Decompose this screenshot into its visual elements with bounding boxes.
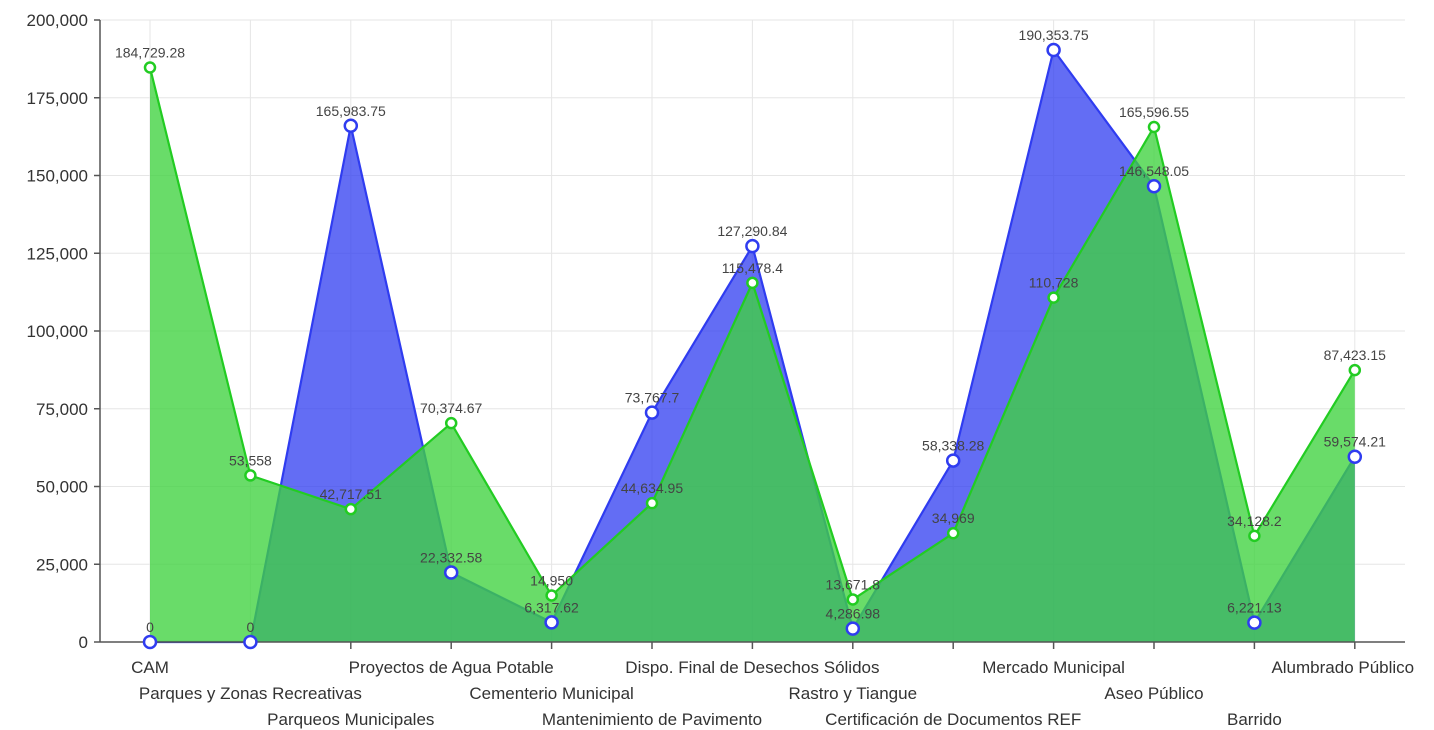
y-tick-label: 200,000	[27, 11, 88, 30]
x-tick-label: Dispo. Final de Desechos Sólidos	[625, 658, 879, 677]
data-label: 34,128.2	[1227, 513, 1282, 529]
data-label: 59,574.21	[1324, 434, 1386, 450]
x-tick-label: Proyectos de Agua Potable	[349, 658, 554, 677]
x-tick-label: Alumbrado Público	[1271, 658, 1414, 677]
x-tick-label: Mantenimiento de Pavimento	[542, 710, 762, 729]
data-label: 0	[146, 619, 154, 635]
data-point	[644, 405, 660, 420]
x-tick-label: Aseo Público	[1104, 684, 1203, 703]
axes: 0 25,000 50,000 75,000 100,000 125,000 150,000…	[27, 11, 1415, 729]
data-point	[945, 453, 961, 468]
data-label: 184,729.28	[115, 44, 185, 60]
data-label: 165,983.75	[316, 103, 386, 119]
data-point	[1347, 449, 1363, 464]
data-label: 146,548.05	[1119, 163, 1189, 179]
x-tick-label: Parqueos Municipales	[267, 710, 434, 729]
series-area	[150, 67, 1355, 642]
y-tick-label: 25,000	[36, 555, 88, 574]
data-point	[845, 621, 861, 636]
data-label: 4,286.98	[826, 606, 881, 622]
data-label: 127,290.84	[717, 223, 787, 239]
x-tick-label: Parques y Zonas Recreativas	[139, 684, 362, 703]
data-label: 53,558	[229, 452, 272, 468]
data-label: 70,374.67	[420, 400, 482, 416]
data-points	[142, 42, 1363, 650]
x-tick-label: Barrido	[1227, 710, 1282, 729]
x-tick-label: Mercado Municipal	[982, 658, 1125, 677]
data-point	[1146, 178, 1162, 194]
data-point	[444, 416, 458, 430]
data-point	[1047, 291, 1060, 304]
data-point	[1247, 615, 1262, 630]
data-point	[142, 634, 158, 650]
x-tick-label: Rastro y Tiangue	[789, 684, 918, 703]
y-tick-label: 150,000	[27, 167, 88, 186]
data-labels: 0 0 165,983.75 22,332.58 6,317.62 73,767.7 127…	[115, 27, 1386, 635]
data-point	[1248, 529, 1261, 543]
data-point	[1147, 120, 1161, 134]
data-point	[544, 615, 559, 630]
x-tick-label: CAM	[131, 658, 169, 677]
data-label: 22,332.58	[420, 550, 482, 566]
data-label: 190,353.75	[1019, 27, 1089, 43]
data-point	[1046, 42, 1061, 58]
data-point	[143, 61, 157, 74]
data-point	[343, 118, 359, 134]
data-label: 115,478.4	[722, 260, 783, 276]
data-label: 42,717.51	[320, 486, 382, 502]
data-label: 6,317.62	[524, 599, 579, 615]
y-tick-label: 0	[79, 633, 88, 652]
data-point	[645, 496, 659, 510]
y-tick-label: 50,000	[36, 478, 88, 497]
data-point	[1348, 363, 1362, 377]
x-tick-label: Certificación de Documentos REF	[825, 710, 1081, 729]
data-label: 87,423.15	[1324, 347, 1386, 363]
data-label: 0	[247, 619, 255, 635]
data-point	[344, 502, 358, 516]
data-label: 110,728	[1029, 275, 1079, 291]
data-label: 165,596.55	[1119, 104, 1189, 120]
data-point	[545, 589, 558, 602]
y-tick-label: 175,000	[27, 89, 88, 108]
data-point	[243, 634, 258, 650]
x-tick-label: Cementerio Municipal	[469, 684, 633, 703]
data-label: 58,338.28	[922, 438, 984, 454]
y-tick-label: 125,000	[27, 244, 88, 263]
y-tick-label: 75,000	[36, 400, 88, 419]
data-label: 34,969	[932, 510, 975, 526]
data-point	[745, 238, 760, 254]
data-point	[846, 593, 860, 606]
data-label: 14,950	[530, 573, 573, 589]
data-label: 13,671.8	[826, 576, 881, 592]
data-point	[244, 469, 257, 482]
data-point	[946, 526, 960, 540]
data-label: 6,221.13	[1227, 600, 1282, 616]
y-tick-label: 100,000	[27, 322, 88, 341]
data-point	[443, 565, 459, 580]
data-label: 44,634.95	[621, 480, 683, 496]
data-label: 73,767.7	[625, 390, 680, 406]
data-point	[746, 276, 759, 290]
